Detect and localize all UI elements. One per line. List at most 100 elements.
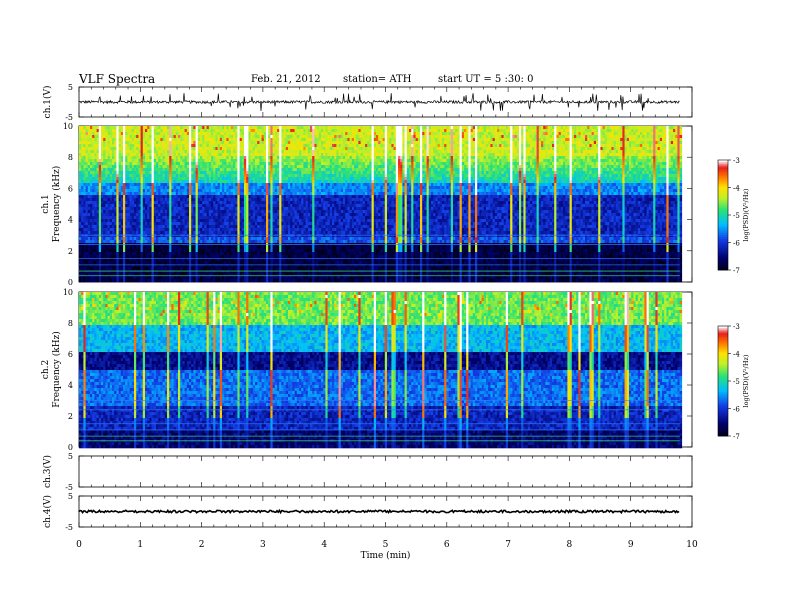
- spectrogram-cell: [255, 147, 258, 150]
- spectrogram-cell: [215, 147, 218, 150]
- spectrogram-cell: [180, 144, 183, 147]
- spectrogram-cell: [202, 132, 205, 135]
- spectrogram-cell: [240, 189, 243, 192]
- spectrogram-cell: [273, 156, 276, 159]
- spectrogram-cell: [169, 216, 172, 219]
- spectrogram-cell: [136, 141, 139, 144]
- spectrogram-cell: [196, 267, 199, 270]
- spectrogram-cell: [191, 144, 194, 147]
- spectrogram-cell: [202, 186, 205, 189]
- spectrogram-cell: [154, 159, 157, 162]
- spectrogram-cell: [81, 240, 84, 243]
- spectrogram-cell: [191, 270, 194, 273]
- spectrogram-cell: [88, 189, 91, 192]
- spectrogram-cell: [273, 234, 276, 237]
- spectrogram-cell: [191, 225, 194, 228]
- spectrogram-cell: [244, 180, 247, 183]
- spectrogram-cell: [152, 198, 155, 201]
- spectrogram-cell: [81, 186, 84, 189]
- spectrogram-cell: [97, 174, 100, 177]
- spectrogram-cell: [163, 174, 166, 177]
- y-tick-label: 5: [68, 83, 73, 92]
- spectrogram-cell: [187, 237, 190, 240]
- spectrogram-cell: [273, 174, 276, 177]
- spectrogram-cell: [244, 246, 247, 249]
- spectrogram-cell: [266, 150, 269, 153]
- spectrogram-cell: [189, 138, 192, 141]
- spectrogram-cell: [86, 219, 89, 222]
- spectrogram-cell: [79, 261, 82, 264]
- spectrogram-cell: [251, 138, 254, 141]
- spectrogram-cell: [275, 132, 278, 135]
- spectrogram-cell: [213, 156, 216, 159]
- spectrogram-cell: [246, 204, 249, 207]
- spectrogram-cell: [259, 156, 262, 159]
- spectrogram-cell: [182, 240, 185, 243]
- spectrogram-cell: [196, 135, 199, 138]
- spectrogram-cell: [246, 255, 249, 258]
- spectrogram-cell: [121, 240, 124, 243]
- spectrogram-cell: [233, 267, 236, 270]
- spectrogram-cell: [97, 126, 100, 129]
- spectrogram-cell: [198, 261, 201, 264]
- spectrogram-cell: [147, 225, 150, 228]
- spectrogram-cell: [251, 216, 254, 219]
- spectrogram-cell: [163, 147, 166, 150]
- spectrogram-cell: [154, 132, 157, 135]
- spectrogram-cell: [233, 165, 236, 168]
- spectrogram-cell: [266, 129, 269, 132]
- spectrogram-cell: [127, 147, 129, 150]
- spectrogram-cell: [198, 177, 201, 180]
- spectrogram-cell: [189, 240, 192, 243]
- spectrogram-cell: [79, 165, 82, 168]
- spectrogram-cell: [163, 261, 166, 264]
- spectrogram-cell: [176, 267, 179, 270]
- spectrogram-cell: [121, 213, 124, 216]
- spectrogram-cell: [171, 198, 174, 201]
- spectrogram-cell: [134, 195, 137, 198]
- spectrogram-cell: [154, 156, 157, 159]
- spectrogram-cell: [149, 207, 152, 210]
- spectrogram-cell: [266, 279, 269, 282]
- spectrogram-cell: [171, 171, 174, 174]
- spectrogram-cell: [198, 168, 201, 171]
- spectrogram-cell: [136, 276, 139, 279]
- spectrogram-cell: [79, 279, 82, 282]
- spectrogram-cell: [218, 234, 221, 237]
- spectrogram-cell: [257, 234, 260, 237]
- spectrogram-cell: [110, 189, 113, 192]
- spectrogram-cell: [147, 126, 150, 129]
- spectrogram-cell: [143, 171, 146, 174]
- spectrogram-cell: [191, 249, 194, 252]
- spectrogram-cell: [116, 171, 119, 174]
- spectrogram-cell: [130, 165, 133, 168]
- spectrogram-cell: [266, 234, 269, 237]
- spectrogram-cell: [112, 252, 115, 255]
- spectrogram-cell: [138, 279, 141, 282]
- spectrogram-cell: [191, 219, 194, 222]
- spectrogram-cell: [196, 207, 199, 210]
- spectrogram-cell: [202, 153, 205, 156]
- spectrogram-cell: [207, 150, 210, 153]
- spectrogram-cell: [97, 129, 100, 132]
- spectrogram-cell: [218, 249, 221, 252]
- spectrogram-cell: [248, 198, 251, 201]
- spectrogram-cell: [224, 150, 227, 153]
- spectrogram-cell: [182, 177, 185, 180]
- spectrogram-cell: [196, 279, 199, 282]
- spectrogram-cell: [86, 192, 89, 195]
- spectrogram-cell: [127, 228, 129, 231]
- spectrogram-cell: [189, 252, 192, 255]
- spectrogram-cell: [103, 180, 106, 183]
- spectrogram-cell: [244, 213, 247, 216]
- spectrogram-cell: [242, 180, 245, 183]
- spectrogram-cell: [220, 210, 223, 213]
- spectrogram-cell: [264, 144, 267, 147]
- spectrogram-cell: [160, 150, 163, 153]
- spectrogram-cell: [171, 192, 174, 195]
- spectrogram-cell: [143, 147, 146, 150]
- spectrogram-cell: [185, 156, 188, 159]
- spectrogram-cell: [123, 246, 126, 249]
- spectrogram-cell: [176, 234, 179, 237]
- spectrogram-cell: [101, 189, 104, 192]
